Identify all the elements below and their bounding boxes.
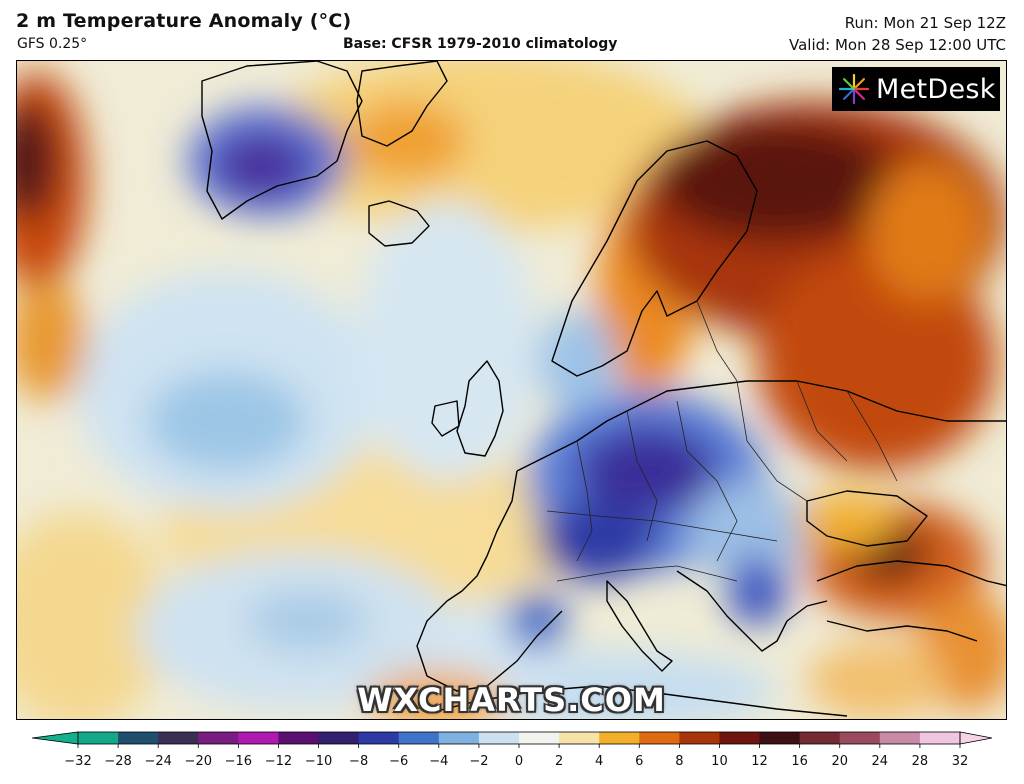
colorbar-segment — [358, 732, 400, 744]
colorbar-segment — [118, 732, 159, 744]
colorbar-tick-label: 8 — [675, 754, 683, 769]
colorbar-tick-label: −24 — [144, 754, 171, 769]
colorbar-segment — [278, 732, 320, 744]
colorbar-tick-label: 24 — [872, 754, 889, 769]
colorbar-segments — [31, 731, 993, 745]
colorbar-segment — [519, 732, 560, 744]
colorbar-tick-label: −10 — [305, 754, 332, 769]
colorbar-tick-label: 20 — [831, 754, 848, 769]
colorbar-max-arrow — [959, 731, 993, 745]
base-label: Base: CFSR 1979-2010 climatology — [343, 36, 618, 52]
colorbar-segment — [679, 732, 720, 744]
colorbar: −32 −28 −24 −20 −16 −12 −10 −8 −6 −4 −2 0 2 4 6 8 10 12 16… — [31, 731, 993, 769]
colorbar-tick-label: 10 — [711, 754, 728, 769]
colorbar-tick-label: 12 — [751, 754, 768, 769]
colorbar-tick-label: 16 — [791, 754, 808, 769]
colorbar-tick-label: −12 — [265, 754, 292, 769]
anomaly-field — [17, 61, 1006, 719]
metdesk-logo-icon — [838, 73, 870, 105]
colorbar-segment — [318, 732, 360, 744]
colorbar-tick-label: −28 — [104, 754, 131, 769]
colorbar-tick-label: 32 — [952, 754, 969, 769]
colorbar-tick-label: 0 — [515, 754, 523, 769]
anomaly-map: MetDesk WXCHARTS.COM — [16, 60, 1007, 720]
colorbar-tick-label: −8 — [349, 754, 368, 769]
colorbar-segment — [599, 732, 640, 744]
colorbar-segment — [919, 732, 961, 744]
model-label: GFS 0.25° — [17, 36, 88, 52]
chart-title: 2 m Temperature Anomaly (°C) — [16, 10, 352, 32]
colorbar-segment — [478, 732, 520, 744]
run-label: Run: Mon 21 Sep 12Z — [844, 14, 1006, 32]
metdesk-logo: MetDesk — [832, 67, 1000, 111]
colorbar-segment — [78, 732, 119, 744]
colorbar-segment — [879, 732, 921, 744]
metdesk-logo-text: MetDesk — [876, 73, 996, 105]
valid-label: Valid: Mon 28 Sep 12:00 UTC — [789, 36, 1006, 54]
coastlines — [201, 61, 1006, 717]
colorbar-segment — [559, 732, 600, 744]
colorbar-tick-label: −6 — [389, 754, 408, 769]
colorbar-tick-label: −16 — [225, 754, 252, 769]
borders — [546, 300, 898, 582]
anomaly-shading — [17, 61, 1006, 719]
colorbar-segment — [719, 732, 761, 744]
colorbar-tick-label: −4 — [429, 754, 448, 769]
colorbar-segment — [839, 732, 881, 744]
colorbar-tick-label: 28 — [912, 754, 929, 769]
colorbar-tick-label: 2 — [555, 754, 563, 769]
colorbar-min-arrow — [31, 731, 79, 745]
colorbar-tick-label: 4 — [595, 754, 603, 769]
colorbar-tick-label: 6 — [635, 754, 643, 769]
colorbar-segment — [198, 732, 239, 744]
colorbar-segment — [438, 732, 480, 744]
colorbar-segment — [759, 732, 801, 744]
colorbar-segment — [398, 732, 440, 744]
colorbar-segment — [799, 732, 841, 744]
wxcharts-watermark: WXCHARTS.COM — [357, 681, 666, 719]
colorbar-tick-label: −2 — [469, 754, 488, 769]
colorbar-segment — [158, 732, 199, 744]
colorbar-labels: −32 −28 −24 −20 −16 −12 −10 −8 −6 −4 −2 0 2 4 6 8 10 12 16… — [64, 744, 968, 769]
colorbar-tick-label: −32 — [64, 754, 91, 769]
colorbar-segment — [238, 732, 279, 744]
colorbar-segment — [639, 732, 680, 744]
colorbar-tick-label: −20 — [185, 754, 212, 769]
